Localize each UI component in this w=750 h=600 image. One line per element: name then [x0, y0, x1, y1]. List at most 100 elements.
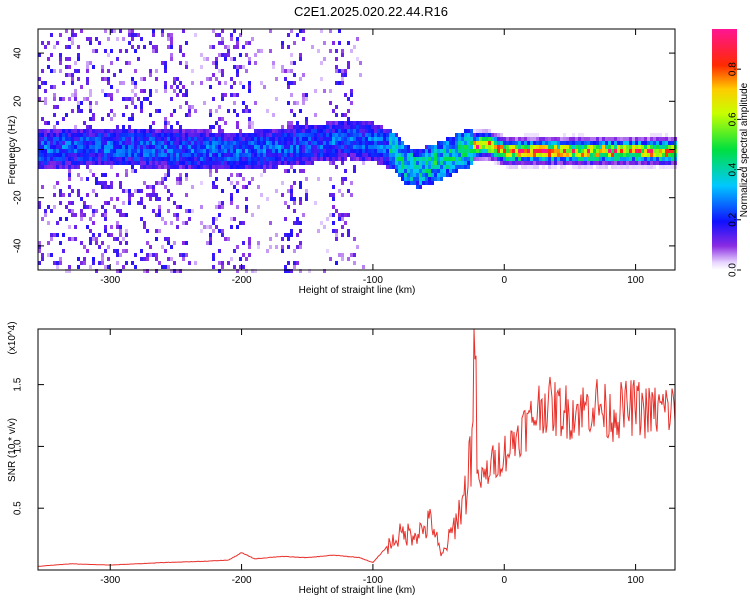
spectrogram-cell — [587, 153, 590, 157]
spectrogram-cell — [617, 161, 620, 165]
spectrogram-cell — [53, 261, 56, 265]
spectrogram-cell — [545, 161, 548, 165]
spectrogram-cell — [89, 229, 92, 233]
spectrogram-cell — [368, 129, 371, 133]
spectrogram-cell — [449, 173, 452, 177]
spectrogram-cell — [119, 157, 122, 161]
spectrogram-cell — [413, 161, 416, 165]
spectrogram-cell — [221, 117, 224, 121]
spectrogram-cell — [101, 185, 104, 189]
spectrogram-cell — [38, 85, 41, 89]
spectrogram-cell — [122, 189, 125, 193]
spectrogram-cell — [638, 153, 641, 157]
spectrogram-cell — [137, 201, 140, 205]
spectrogram-cell — [434, 145, 437, 149]
spectrogram-cell — [455, 149, 458, 153]
spectrogram-cell — [314, 125, 317, 129]
spectrogram-cell — [320, 221, 323, 225]
spectrogram-cell — [422, 157, 425, 161]
spectrogram-cell — [215, 137, 218, 141]
spectrogram-cell — [170, 149, 173, 153]
spectrogram-cell — [170, 137, 173, 141]
spectrogram-cell — [395, 153, 398, 157]
spectrogram-cell — [665, 141, 668, 145]
spectrogram-cell — [482, 141, 485, 145]
spectrogram-cell — [329, 153, 332, 157]
spectrogram-cell — [236, 65, 239, 69]
spectrogram-cell — [65, 141, 68, 145]
spectrogram-cell — [44, 121, 47, 125]
spectrogram-cell — [62, 165, 65, 169]
spectrogram-cell — [95, 145, 98, 149]
spectrogram-cell — [59, 157, 62, 161]
spectrogram-cell — [308, 129, 311, 133]
spectrogram-cell — [74, 69, 77, 73]
spectrogram-cell — [377, 133, 380, 137]
spectrogram-cell — [167, 165, 170, 169]
spectrogram-cell — [173, 89, 176, 93]
spectrogram-cell — [377, 129, 380, 133]
spectrogram-cell — [140, 109, 143, 113]
spectrogram-cell — [128, 133, 131, 137]
spectrogram-cell — [218, 269, 221, 273]
spectrogram-cell — [104, 149, 107, 153]
spectrogram-cell — [548, 161, 551, 165]
spectrogram-cell — [548, 157, 551, 161]
spectrogram-cell — [278, 141, 281, 145]
spectrogram-cell — [251, 133, 254, 137]
colorbar-tick-label: 0.6 — [728, 112, 739, 126]
spectrogram-cell — [125, 133, 128, 137]
spectrogram-cell — [287, 269, 290, 273]
spectrogram-cell — [44, 137, 47, 141]
spectrogram-cell — [275, 153, 278, 157]
spectrogram-cell — [179, 165, 182, 169]
spectrogram-cell — [395, 133, 398, 137]
spectrogram-cell — [257, 153, 260, 157]
spectrogram-cell — [161, 133, 164, 137]
spectrogram-cell — [605, 137, 608, 141]
spectrogram-cell — [323, 89, 326, 93]
spectrogram-cell — [194, 129, 197, 133]
spectrogram-cell — [161, 61, 164, 65]
spectrogram-cell — [317, 133, 320, 137]
spectrogram-cell — [299, 245, 302, 249]
spectrogram-cell — [653, 149, 656, 153]
spectrogram-cell — [320, 153, 323, 157]
spectrogram-cell — [116, 157, 119, 161]
spectrogram-cell — [77, 153, 80, 157]
spectrogram-cell — [290, 157, 293, 161]
spectrogram-cell — [479, 157, 482, 161]
spectrogram-cell — [596, 137, 599, 141]
spectrogram-cell — [329, 213, 332, 217]
spectrogram-cell — [215, 61, 218, 65]
spectrogram-cell — [233, 157, 236, 161]
spectrogram-cell — [233, 93, 236, 97]
spectrogram-cell — [113, 133, 116, 137]
spectrogram-cell — [332, 205, 335, 209]
spectrogram-cell — [38, 153, 41, 157]
spectrogram-cell — [140, 89, 143, 93]
spectrogram-cell — [83, 213, 86, 217]
spectrogram-cell — [155, 193, 158, 197]
spectrogram-cell — [488, 153, 491, 157]
spectrogram-cell — [329, 49, 332, 53]
spectrogram-cell — [551, 153, 554, 157]
spectrogram-cell — [98, 233, 101, 237]
spectrogram-cell — [134, 161, 137, 165]
spectrogram-cell — [140, 201, 143, 205]
spectrogram-cell — [65, 29, 68, 33]
spectrogram-cell — [215, 121, 218, 125]
spectrogram-cell — [164, 85, 167, 89]
spectrogram-cell — [275, 189, 278, 193]
spectrogram-cell — [392, 161, 395, 165]
spectrogram-cell — [494, 141, 497, 145]
spectrogram-cell — [53, 105, 56, 109]
spectrogram-cell — [470, 137, 473, 141]
spectrogram-cell — [149, 101, 152, 105]
spectrogram-cell — [377, 141, 380, 145]
spectrogram-cell — [494, 137, 497, 141]
spectrogram-cell — [296, 261, 299, 265]
spectrogram-cell — [68, 177, 71, 181]
spectrogram-cell — [50, 253, 53, 257]
spectrogram-cell — [485, 157, 488, 161]
